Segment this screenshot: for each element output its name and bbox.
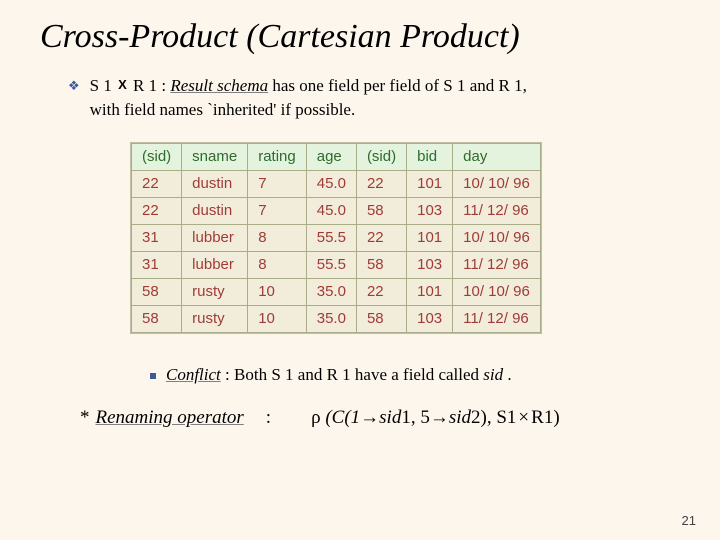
table-cell: 10/ 10/ 96 <box>453 278 541 305</box>
table-cell: 58 <box>132 278 182 305</box>
table-row: 58rusty1035.05810311/ 12/ 96 <box>132 305 541 332</box>
table-header-cell: age <box>306 143 356 170</box>
slide: Cross-Product (Cartesian Product) ❖ S 1 … <box>0 0 720 540</box>
table-cell: 7 <box>248 197 307 224</box>
table-cell: 22 <box>356 278 406 305</box>
conflict-body: : Both S 1 and R 1 have a field called <box>225 365 483 384</box>
rename-n2: 2), S1 <box>471 407 516 428</box>
rename-sid1: sid <box>379 407 401 428</box>
table-row: 22dustin745.05810311/ 12/ 96 <box>132 197 541 224</box>
table-cell: dustin <box>182 197 248 224</box>
table-cell: 8 <box>248 224 307 251</box>
table-cell: 55.5 <box>306 251 356 278</box>
conflict-text: Conflict : Both S 1 and R 1 have a field… <box>166 365 512 385</box>
table-cell: 35.0 <box>306 305 356 332</box>
bullet-lhs: S 1 <box>90 76 112 95</box>
table-row: 31lubber855.52210110/ 10/ 96 <box>132 224 541 251</box>
table-cell: 103 <box>407 305 453 332</box>
page-number: 21 <box>682 513 696 528</box>
rename-star: * <box>80 407 90 429</box>
table-cell: 101 <box>407 170 453 197</box>
table-cell: 101 <box>407 278 453 305</box>
table-header-cell: rating <box>248 143 307 170</box>
table-cell: 58 <box>356 197 406 224</box>
table-cell: 10 <box>248 305 307 332</box>
conflict-label: Conflict <box>166 365 221 384</box>
rename-n1: 1, 5 <box>401 407 430 428</box>
rename-sid2: sid <box>449 407 471 428</box>
table-cell: 101 <box>407 224 453 251</box>
table-header-cell: bid <box>407 143 453 170</box>
rename-label-text: Renaming operator <box>96 407 244 428</box>
table-cell: 22 <box>356 170 406 197</box>
table-head: (sid)snameratingage(sid)bidday <box>132 143 541 170</box>
table-header-cell: sname <box>182 143 248 170</box>
table-cell: 31 <box>132 251 182 278</box>
table-header-cell: day <box>453 143 541 170</box>
table-cell: rusty <box>182 278 248 305</box>
table-cell: 22 <box>132 170 182 197</box>
conflict-bullet: Conflict : Both S 1 and R 1 have a field… <box>150 365 680 385</box>
conflict-sid: sid <box>483 365 503 384</box>
bullet-rhs: R 1 <box>133 76 157 95</box>
table-cell: 8 <box>248 251 307 278</box>
result-table-wrap: (sid)snameratingage(sid)bidday 22dustin7… <box>130 142 542 334</box>
table-cell: 10/ 10/ 96 <box>453 224 541 251</box>
result-table: (sid)snameratingage(sid)bidday 22dustin7… <box>131 143 541 333</box>
table-row: 22dustin745.02210110/ 10/ 96 <box>132 170 541 197</box>
table-body: 22dustin745.02210110/ 10/ 9622dustin745.… <box>132 170 541 332</box>
rename-colon: : <box>266 407 271 429</box>
table-header-cell: (sid) <box>132 143 182 170</box>
bullet-rest1: has one field per field of S 1 and R 1, <box>272 76 526 95</box>
bullet-schema: Result schema <box>170 76 268 95</box>
table-cell: 22 <box>132 197 182 224</box>
table-cell: 11/ 12/ 96 <box>453 305 541 332</box>
table-cell: 103 <box>407 197 453 224</box>
table-cell: rusty <box>182 305 248 332</box>
table-cell: 10 <box>248 278 307 305</box>
conflict-dot: . <box>507 365 511 384</box>
table-cell: 58 <box>356 305 406 332</box>
table-cell: 58 <box>356 251 406 278</box>
bullet-rest2: with field names `inherited' if possible… <box>90 100 356 119</box>
arrow-icon: → <box>360 407 379 428</box>
table-cell: 55.5 <box>306 224 356 251</box>
table-cell: dustin <box>182 170 248 197</box>
table-cell: 22 <box>356 224 406 251</box>
rename-expression: ρ (C(1→sid1, 5→sid2), S1×R1) <box>311 407 560 429</box>
main-bullet: ❖ S 1 X R 1 : Result schema has one fiel… <box>68 74 680 122</box>
table-cell: 35.0 <box>306 278 356 305</box>
diamond-icon: ❖ <box>68 77 80 95</box>
table-cell: 45.0 <box>306 170 356 197</box>
table-cell: 103 <box>407 251 453 278</box>
rename-row: * Renaming operator: ρ (C(1→sid1, 5→sid2… <box>80 407 680 429</box>
cross-op: X <box>118 76 127 94</box>
table-cell: 11/ 12/ 96 <box>453 197 541 224</box>
rename-open: (C(1 <box>321 407 361 428</box>
table-cell: 11/ 12/ 96 <box>453 251 541 278</box>
table-row: 58rusty1035.02210110/ 10/ 96 <box>132 278 541 305</box>
rename-close: R1) <box>531 407 560 428</box>
rename-label: Renaming operator <box>96 407 244 429</box>
square-icon <box>150 373 156 379</box>
times-icon: × <box>518 407 529 428</box>
bullet-text: S 1 X R 1 : Result schema has one field … <box>90 74 680 122</box>
table-cell: 31 <box>132 224 182 251</box>
arrow-icon-2: → <box>430 407 449 428</box>
table-cell: 7 <box>248 170 307 197</box>
rho-icon: ρ <box>311 407 320 428</box>
table-header-cell: (sid) <box>356 143 406 170</box>
table-row: 31lubber855.55810311/ 12/ 96 <box>132 251 541 278</box>
table-cell: 58 <box>132 305 182 332</box>
slide-title: Cross-Product (Cartesian Product) <box>40 18 680 56</box>
table-cell: 45.0 <box>306 197 356 224</box>
table-cell: lubber <box>182 224 248 251</box>
table-cell: 10/ 10/ 96 <box>453 170 541 197</box>
table-cell: lubber <box>182 251 248 278</box>
